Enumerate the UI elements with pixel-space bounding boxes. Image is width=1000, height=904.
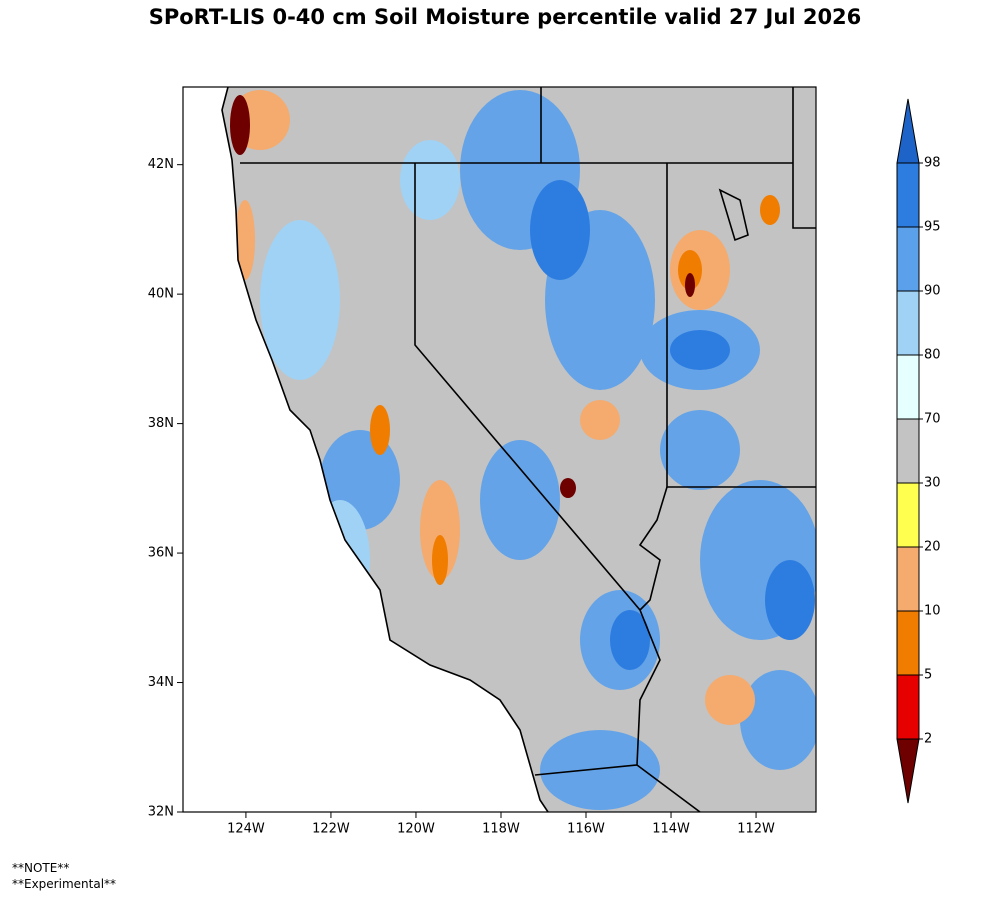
colorbar-segment [896,290,920,356]
colorbar-label: 30 [924,476,941,491]
colorbar-segment [896,546,920,612]
colorbar-segment [896,610,920,676]
lat-tick-label: 36N [148,546,174,561]
map-title: SPoRT-LIS 0-40 cm Soil Moisture percenti… [149,5,862,29]
lat-tick-label: 34N [148,675,174,690]
colorbar-segment [896,98,920,164]
lat-tick-label: 38N [148,416,174,431]
colorbar-label: 20 [924,540,941,555]
colorbar-label: 5 [924,668,932,683]
colorbar-segment [896,418,920,484]
colorbar-segment [896,354,920,420]
colorbar-label: 2 [924,732,932,747]
map-field [221,87,816,812]
colorbar-segment [896,738,920,804]
lat-tick-label: 32N [148,805,174,820]
colorbar-segment [896,162,920,228]
colorbar-label: 98 [924,156,941,171]
lon-tick-label: 116W [567,822,605,837]
colorbar-label: 95 [924,220,941,235]
colorbar-label: 70 [924,412,941,427]
lon-tick-label: 118W [482,822,520,837]
colorbar-label: 10 [924,604,941,619]
colorbar-label: 80 [924,348,941,363]
colorbar-segment [896,482,920,548]
colorbar-segment [896,674,920,740]
lon-tick-label: 120W [397,822,435,837]
colorbar-label: 90 [924,284,941,299]
lat-tick-label: 40N [148,287,174,302]
lat-tick-label: 42N [148,157,174,172]
note: **Experimental** [12,877,116,891]
note: **NOTE** [12,861,69,875]
map-frame [182,86,817,813]
lon-tick-label: 122W [312,822,350,837]
colorbar-segment [896,226,920,292]
lon-tick-label: 124W [227,822,265,837]
lon-tick-label: 114W [652,822,690,837]
lon-tick-label: 112W [737,822,775,837]
